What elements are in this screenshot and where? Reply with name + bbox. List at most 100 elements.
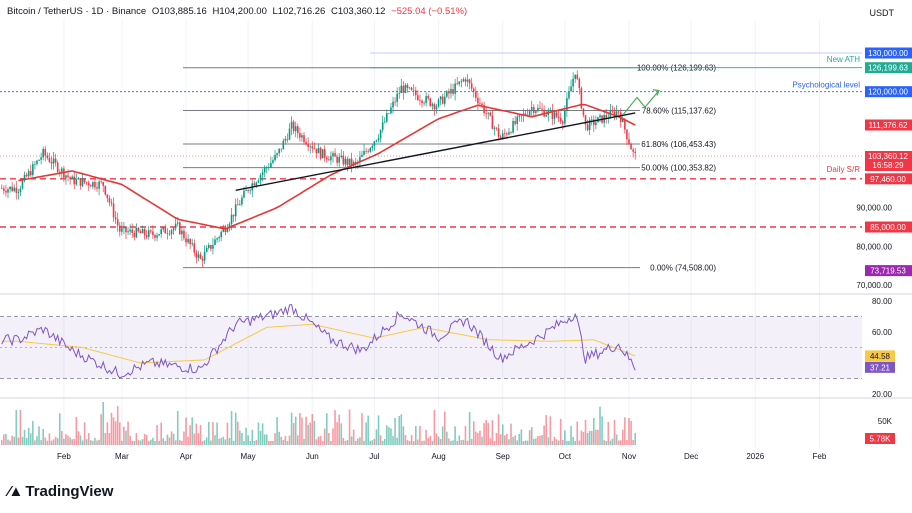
candle-body — [419, 100, 421, 101]
volume-bar — [487, 422, 490, 445]
volume-bar — [439, 438, 442, 445]
x-tick-label: Dec — [684, 452, 698, 461]
low-value: L102,716.26 — [272, 6, 326, 17]
volume-bar — [58, 413, 61, 445]
candle-body — [87, 182, 90, 186]
volume-bar — [52, 439, 55, 445]
fib-label: 100.00% (126,199.63) — [637, 64, 717, 73]
volume-bar — [549, 416, 552, 445]
volume-bar — [344, 440, 347, 445]
candle-body — [160, 229, 162, 235]
volume-bar — [334, 410, 336, 445]
candle-body — [36, 160, 38, 165]
candle-body — [431, 104, 434, 106]
volume-bar — [313, 420, 316, 445]
candle-body — [234, 204, 237, 217]
volume-bar — [632, 439, 634, 445]
volume-bar — [543, 425, 545, 445]
candle-body — [406, 84, 409, 88]
candle-body — [102, 182, 105, 186]
candle-body — [212, 244, 214, 249]
candle-body — [92, 181, 94, 187]
candle-body — [143, 229, 146, 236]
volume-bar — [226, 422, 229, 445]
volume-bar — [470, 438, 473, 445]
candle-body — [270, 162, 272, 168]
candle-body — [433, 104, 436, 110]
price-tag-text: 85,000.00 — [870, 223, 906, 232]
volume-bar — [325, 413, 328, 445]
rsi-signal-tag-text: 44.58 — [870, 352, 891, 361]
candle-body — [232, 214, 235, 217]
daily-sr-annotation: Daily S/R — [827, 165, 861, 174]
candle-body — [94, 181, 96, 188]
volume-bar — [491, 420, 494, 445]
volume-bar — [9, 440, 11, 445]
candle-body — [621, 119, 624, 122]
volume-bar — [34, 440, 36, 445]
volume-bar — [348, 409, 351, 445]
candle-body — [435, 106, 438, 110]
candle-body — [599, 115, 601, 118]
volume-bar — [551, 440, 554, 445]
volume-bar — [526, 440, 529, 445]
volume-bar — [568, 440, 570, 445]
candle-body — [79, 178, 82, 186]
price-tag-text: 130,000.00 — [868, 49, 909, 58]
candle-body — [133, 232, 136, 238]
volume-bar — [472, 421, 475, 445]
volume-bar — [317, 436, 320, 445]
open-value: O103,885.16 — [151, 6, 207, 17]
volume-bar — [218, 438, 220, 445]
volume-bar — [303, 438, 305, 445]
volume-bar — [371, 440, 374, 445]
volume-bar — [417, 439, 419, 445]
currency-label[interactable]: USDT — [869, 8, 895, 18]
candle-body — [7, 189, 9, 193]
volume-bar — [104, 432, 107, 445]
candle-body — [323, 149, 326, 158]
volume-bar — [593, 418, 595, 445]
candle-body — [259, 175, 262, 181]
volume-bar — [514, 435, 516, 445]
candle-body — [3, 188, 5, 191]
candle-body — [586, 124, 589, 131]
candle-body — [32, 164, 34, 176]
volume-bar — [147, 440, 150, 445]
volume-bar — [375, 429, 378, 445]
symbol-title[interactable]: Bitcoin / TetherUS · 1D · Binance — [7, 6, 147, 17]
candle-body — [166, 233, 169, 234]
trendline[interactable] — [235, 112, 636, 191]
volume-bar — [446, 431, 448, 445]
volume-bar — [75, 416, 78, 445]
candle-body — [628, 139, 630, 144]
candle-body — [383, 121, 386, 123]
candle-body — [588, 119, 591, 131]
candle-body — [305, 142, 307, 145]
volume-bar — [179, 440, 181, 445]
volume-bar — [617, 440, 620, 445]
volume-bar — [261, 423, 264, 445]
volume-bar — [172, 433, 175, 445]
candle-body — [278, 148, 280, 154]
volume-bar — [634, 432, 637, 445]
tradingview-logo[interactable]: ⁄▲ TradingView — [8, 483, 113, 500]
volume-bar — [114, 421, 117, 445]
x-tick-label: 2026 — [746, 452, 764, 461]
volume-bar — [427, 437, 430, 445]
candle-body — [336, 156, 338, 163]
candle-body — [185, 238, 187, 243]
volume-bar — [199, 425, 202, 445]
candle-body — [201, 258, 204, 261]
price-tag-bg — [865, 221, 912, 233]
candle-body — [466, 79, 469, 82]
volume-bar — [210, 440, 212, 445]
price-tags: 130,000.00 126,199.63 120,000.00 111,376.62… — [865, 47, 912, 444]
candle-body — [299, 133, 301, 138]
candle-body — [261, 172, 264, 176]
candle-body — [90, 185, 92, 187]
candle-body — [369, 148, 372, 152]
candle-body — [247, 190, 249, 191]
price-series — [0, 70, 637, 268]
